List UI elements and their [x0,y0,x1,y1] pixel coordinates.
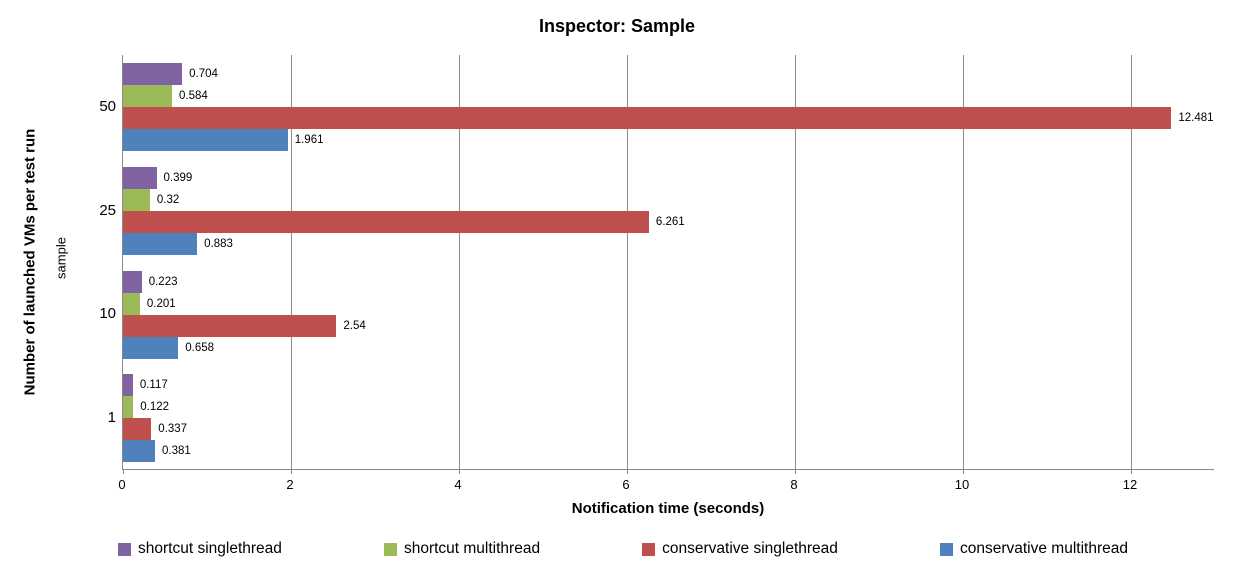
bar-value-label: 0.32 [156,193,180,206]
bar [123,292,140,315]
legend-swatch [939,542,953,556]
legend-item: shortcut multithread [383,540,541,558]
y-axis-category-labels: 50 25 10 1 [70,55,116,470]
x-tick-mark [123,470,124,474]
gridline [291,55,292,473]
gridline [627,55,628,473]
bar [123,314,337,337]
x-tick-mark [1131,470,1132,474]
bar [123,270,142,293]
y-axis-title: Number of launched VMs per test run [21,128,39,396]
legend-label: shortcut multithread [403,540,541,557]
legend-label: conservative multithread [959,540,1128,557]
bar-value-label: 0.122 [140,401,170,414]
legend-item: conservative singlethread [642,540,838,558]
x-tick-label: 6 [622,477,630,492]
bar [123,129,288,151]
x-tick-mark [795,470,796,474]
bar [123,63,183,85]
x-tick-label: 2 [286,477,294,492]
bar [123,336,179,359]
x-axis-title: Notification time (seconds) [571,500,765,517]
bar [123,374,133,397]
category-label: 10 [99,305,116,323]
plot-area: 0.704 0.584 12.481 1.961 0.399 0.32 6.261 0.883… [122,55,1214,474]
bar-value-label: 0.201 [146,297,176,310]
bar-value-label: 12.481 [1178,112,1214,124]
x-tick-label: 0 [118,477,126,492]
bar-value-label: 0.584 [179,90,208,102]
bar [123,396,134,419]
category-label: 25 [99,201,116,219]
y-axis-subtitle: sample [53,237,69,279]
x-axis-tick-labels: 0 2 4 6 8 10 12 [118,477,1214,493]
bar [123,440,155,463]
bar-value-label: 0.658 [185,341,215,354]
gridline [1131,55,1132,473]
gridline [795,55,796,473]
bar-value-label: 0.381 [162,445,191,458]
bar-value-label: 0.117 [139,379,168,392]
bar-value-label: 0.399 [163,171,193,184]
gridline [963,55,964,473]
bar-value-label: 0.704 [189,68,218,80]
x-tick-label: 10 [954,477,970,492]
bar-value-label: 6.261 [655,215,685,228]
bar [123,210,649,233]
legend-swatch [383,542,397,556]
x-tick-mark [963,470,964,474]
legend-swatch [118,542,131,556]
bar-value-label: 1.961 [294,134,324,146]
bar [123,418,152,441]
bar [123,166,157,189]
bar-value-label: 0.883 [204,237,233,250]
gridline [459,55,460,473]
legend: shortcut singlethread shortcut multithrea… [118,540,1128,558]
bar-value-label: 0.337 [158,423,188,436]
x-tick-label: 12 [1122,477,1138,492]
bar-value-label: 0.223 [148,275,178,288]
bar [123,107,1172,129]
category-label: 50 [99,97,116,115]
legend-item: conservative multithread [939,540,1128,558]
bar [123,188,150,211]
legend-label: shortcut singlethread [138,540,282,557]
bar [123,85,173,107]
category-label: 1 [107,409,116,427]
x-tick-label: 4 [454,477,462,492]
x-tick-mark [291,470,292,474]
chart-title: Inspector: Sample [538,16,696,36]
legend-item: shortcut singlethread [118,540,282,558]
legend-label: conservative singlethread [662,540,838,557]
x-tick-mark [459,470,460,474]
legend-swatch [642,542,656,556]
x-tick-label: 8 [790,477,798,492]
x-tick-mark [627,470,628,474]
bar-value-label: 2.54 [343,319,366,332]
bar [123,232,198,255]
